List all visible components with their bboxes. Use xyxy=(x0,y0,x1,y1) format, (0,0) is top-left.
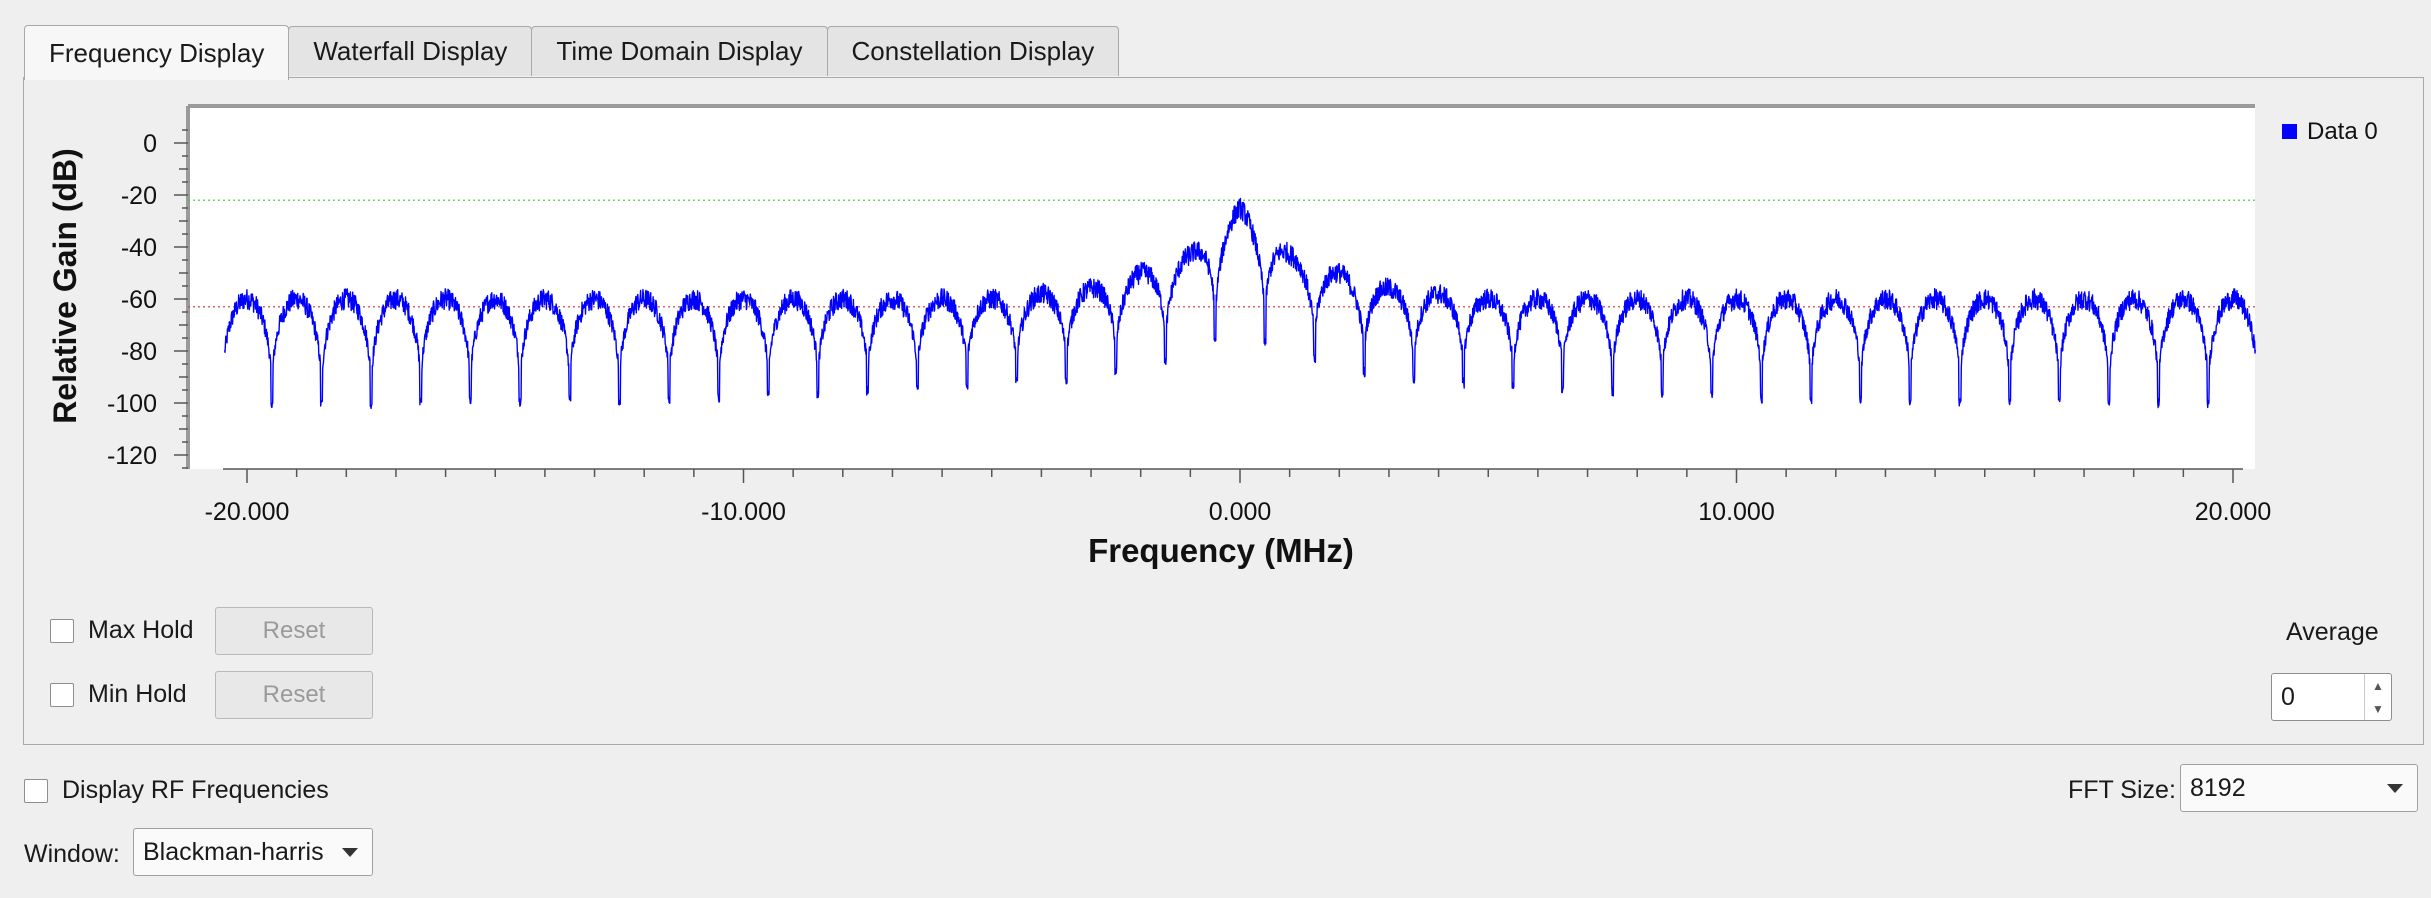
window-dropdown[interactable]: Blackman-harris xyxy=(133,828,373,876)
min-hold-checkbox[interactable] xyxy=(50,682,74,707)
tab-time-domain-display[interactable]: Time Domain Display xyxy=(531,26,828,76)
legend-label[interactable]: Data 0 xyxy=(2307,118,2378,145)
x-tick-label: 0.000 xyxy=(1209,498,1272,526)
spin-up-icon[interactable]: ▲ xyxy=(2372,678,2384,693)
average-label: Average xyxy=(2286,618,2379,646)
display-rf-frequencies-label: Display RF Frequencies xyxy=(62,776,329,804)
chevron-down-icon xyxy=(2387,784,2403,793)
legend-swatch xyxy=(2282,124,2297,139)
y-tick-label: -80 xyxy=(121,338,157,366)
min-hold-reset-button[interactable]: Reset xyxy=(215,671,373,719)
fft-size-label: FFT Size: xyxy=(2068,776,2176,804)
frequency-display-panel: 0 -20 -40 -60 -80 -100 -120 -20.000 -10.000 0.00… xyxy=(23,77,2424,745)
max-hold-reset-button[interactable]: Reset xyxy=(215,607,373,655)
y-axis: 0 -20 -40 -60 -80 -100 -120 xyxy=(107,129,188,470)
tab-frequency-display[interactable]: Frequency Display xyxy=(24,25,290,80)
y-tick-label: -100 xyxy=(107,390,157,418)
min-hold-checkbox-row[interactable]: Min Hold xyxy=(50,680,187,709)
plot-canvas xyxy=(188,105,2255,469)
y-axis-label: Relative Gain (dB) xyxy=(47,148,83,424)
display-rf-frequencies-checkbox[interactable] xyxy=(24,778,48,803)
average-spinbox[interactable]: 0 ▲ ▼ xyxy=(2271,673,2392,721)
chevron-down-icon xyxy=(342,848,358,857)
window-label: Window: xyxy=(24,840,120,868)
frequency-plot[interactable]: 0 -20 -40 -60 -80 -100 -120 -20.000 -10.000 0.00… xyxy=(24,78,2423,678)
tab-constellation-display[interactable]: Constellation Display xyxy=(826,26,1120,76)
spin-down-icon[interactable]: ▼ xyxy=(2372,701,2384,716)
fft-size-value: 8192 xyxy=(2190,773,2246,802)
average-spin-buttons: ▲ ▼ xyxy=(2364,674,2391,720)
y-tick-label: 0 xyxy=(143,130,157,158)
tab-waterfall-display[interactable]: Waterfall Display xyxy=(288,26,533,76)
fft-size-dropdown[interactable]: 8192 xyxy=(2180,764,2418,812)
y-tick-label: -120 xyxy=(107,442,157,470)
tab-bar: Frequency Display Waterfall Display Time… xyxy=(24,24,1120,80)
max-hold-checkbox-row[interactable]: Max Hold xyxy=(50,616,194,645)
x-tick-label: 20.000 xyxy=(2195,498,2271,526)
x-tick-label: 10.000 xyxy=(1698,498,1774,526)
y-tick-label: -60 xyxy=(121,286,157,314)
x-tick-label: -20.000 xyxy=(205,498,290,526)
y-tick-label: -20 xyxy=(121,182,157,210)
window-value: Blackman-harris xyxy=(143,837,324,866)
max-hold-label: Max Hold xyxy=(88,616,194,644)
series-data-0-line xyxy=(224,197,2256,410)
average-value: 0 xyxy=(2281,682,2295,711)
display-rf-frequencies-row[interactable]: Display RF Frequencies xyxy=(24,776,329,805)
x-axis: -20.000 -10.000 0.000 10.000 20.000 xyxy=(205,468,2271,526)
x-axis-label: Frequency (MHz) xyxy=(1088,532,1354,569)
x-tick-label: -10.000 xyxy=(701,498,786,526)
min-hold-label: Min Hold xyxy=(88,680,187,708)
y-tick-label: -40 xyxy=(121,234,157,262)
max-hold-checkbox[interactable] xyxy=(50,618,74,643)
